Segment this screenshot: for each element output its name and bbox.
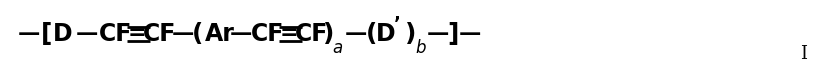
Text: (: ( <box>192 22 204 46</box>
Text: CF: CF <box>98 22 132 46</box>
Text: a: a <box>332 39 343 57</box>
Text: =: = <box>280 23 298 43</box>
Text: ’: ’ <box>394 15 400 33</box>
Text: D: D <box>53 22 73 46</box>
Text: b: b <box>415 39 426 57</box>
Text: (: ( <box>365 22 377 46</box>
Text: =: = <box>127 23 146 43</box>
Text: CF: CF <box>251 22 284 46</box>
Text: —: — <box>427 24 449 44</box>
Text: —: — <box>230 24 252 44</box>
Text: [: [ <box>41 22 52 46</box>
Text: I: I <box>799 45 807 63</box>
Text: D: D <box>376 22 396 46</box>
Text: —: — <box>18 24 40 44</box>
Text: ): ) <box>405 22 417 46</box>
Text: —: — <box>459 24 481 44</box>
Text: CF: CF <box>295 22 328 46</box>
Text: —: — <box>172 24 194 44</box>
Text: ]: ] <box>447 22 459 46</box>
Text: —: — <box>345 24 367 44</box>
Text: —: — <box>75 24 98 44</box>
Text: Ar: Ar <box>205 22 234 46</box>
Text: CF: CF <box>143 22 177 46</box>
Text: ): ) <box>323 22 334 46</box>
